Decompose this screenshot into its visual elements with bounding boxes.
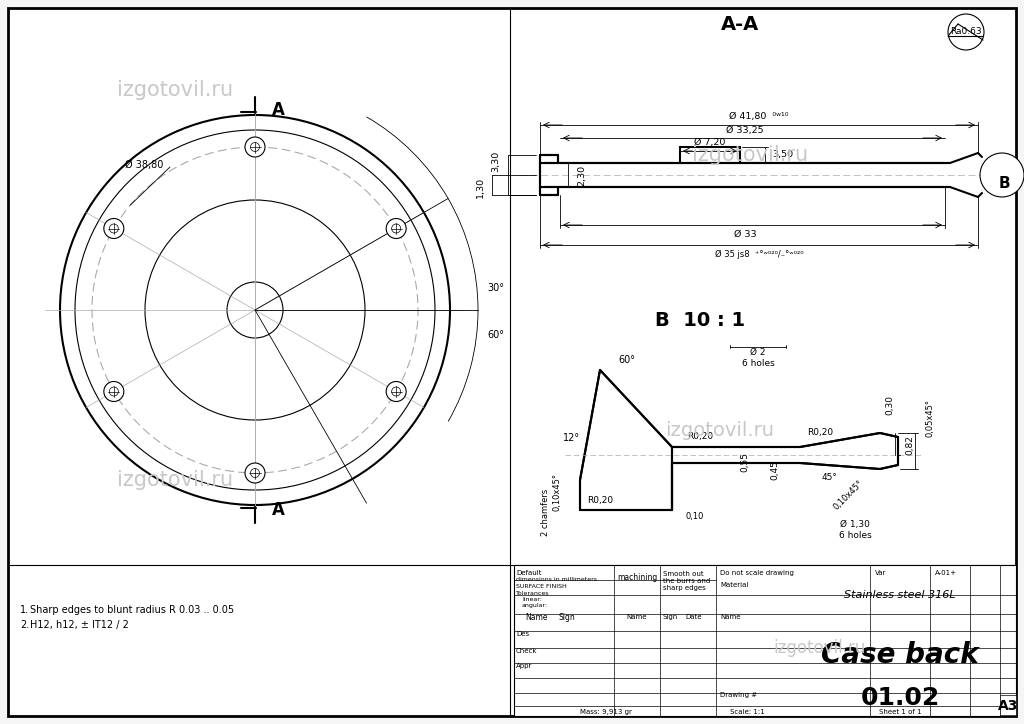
Text: izgotovil.ru: izgotovil.ru <box>774 639 866 657</box>
Text: Material: Material <box>720 582 749 588</box>
Bar <box>514 565 1016 716</box>
Text: Ø 7,20: Ø 7,20 <box>694 138 726 148</box>
Circle shape <box>103 219 124 238</box>
Text: 2,30: 2,30 <box>578 164 587 185</box>
Text: B: B <box>998 175 1010 190</box>
Text: Drawing #: Drawing # <box>720 692 757 698</box>
Text: Sign: Sign <box>559 613 575 621</box>
Polygon shape <box>580 370 672 510</box>
Circle shape <box>103 382 124 402</box>
Text: 0,10: 0,10 <box>686 513 705 521</box>
Bar <box>672 447 800 463</box>
Text: Ø 2: Ø 2 <box>751 348 766 356</box>
Text: 6 holes: 6 holes <box>741 358 774 368</box>
Text: 12°: 12° <box>563 433 581 443</box>
Text: Date: Date <box>686 614 702 620</box>
Text: Des: Des <box>516 631 529 637</box>
Text: 1,30: 1,30 <box>475 177 484 198</box>
Circle shape <box>980 153 1024 197</box>
Text: SURFACE FINISH: SURFACE FINISH <box>516 584 566 589</box>
Text: izgotovil.ru: izgotovil.ru <box>692 145 808 165</box>
Text: Ø 35 js8  ⁺°ʷ⁰²⁰/₋°ʷ⁰²⁰: Ø 35 js8 ⁺°ʷ⁰²⁰/₋°ʷ⁰²⁰ <box>715 249 803 258</box>
Text: izgotovil.ru: izgotovil.ru <box>666 421 774 439</box>
Text: Ø 1,30: Ø 1,30 <box>840 521 870 529</box>
Text: Sign: Sign <box>663 614 678 620</box>
Bar <box>540 187 558 195</box>
Text: 0,55: 0,55 <box>740 452 750 472</box>
Text: dimensions in millimeters: dimensions in millimeters <box>516 577 597 582</box>
Text: linear:: linear: <box>522 597 542 602</box>
Text: H12, h12, ± IT12 / 2: H12, h12, ± IT12 / 2 <box>30 620 129 630</box>
Text: sharp edges: sharp edges <box>663 585 706 591</box>
Text: Name: Name <box>627 614 647 620</box>
Circle shape <box>386 382 407 402</box>
Text: 60°: 60° <box>618 355 636 365</box>
Text: Tolerances: Tolerances <box>516 591 550 596</box>
Text: Appr: Appr <box>516 663 532 669</box>
Text: R0,20: R0,20 <box>807 427 834 437</box>
Text: 3,30: 3,30 <box>492 151 501 172</box>
Text: 45°: 45° <box>822 473 838 482</box>
Text: the burrs and: the burrs and <box>663 578 711 584</box>
Text: Default: Default <box>516 570 542 576</box>
Text: 6 holes: 6 holes <box>839 531 871 541</box>
Text: 0,05x45°: 0,05x45° <box>926 399 935 437</box>
Text: Ø 41,80  ⁰ʷ¹⁰: Ø 41,80 ⁰ʷ¹⁰ <box>729 111 788 120</box>
Text: R0,20: R0,20 <box>587 495 613 505</box>
Text: 0,10x45°: 0,10x45° <box>831 479 864 512</box>
Text: R0,20: R0,20 <box>687 432 713 442</box>
Text: Name: Name <box>525 613 548 621</box>
Text: angular:: angular: <box>522 603 548 608</box>
Text: 3,50: 3,50 <box>772 151 794 159</box>
Text: 0,82: 0,82 <box>905 435 914 455</box>
Text: A3: A3 <box>997 699 1018 713</box>
Text: A-01+: A-01+ <box>935 570 957 576</box>
Text: Case back: Case back <box>821 641 979 669</box>
Text: Mass: 9,913 gr: Mass: 9,913 gr <box>580 709 632 715</box>
Text: Ø 38,80: Ø 38,80 <box>125 160 164 170</box>
Text: 0,30: 0,30 <box>886 395 895 415</box>
Text: Sheet 1 of 1: Sheet 1 of 1 <box>879 709 922 715</box>
Text: Ø 33: Ø 33 <box>733 230 757 238</box>
Text: 30°: 30° <box>487 283 505 293</box>
Text: Var: Var <box>874 570 887 576</box>
Text: 01.02: 01.02 <box>860 686 940 710</box>
Text: 1.: 1. <box>20 605 29 615</box>
Circle shape <box>245 137 265 157</box>
Text: Ø 33,25: Ø 33,25 <box>726 125 764 135</box>
Text: izgotovil.ru: izgotovil.ru <box>117 470 233 490</box>
Text: A: A <box>272 501 285 519</box>
Text: A-A: A-A <box>721 15 759 35</box>
Text: 2.: 2. <box>20 620 30 630</box>
Text: B  10 : 1: B 10 : 1 <box>655 311 745 329</box>
Text: Sharp edges to blunt radius R 0.03 .. 0.05: Sharp edges to blunt radius R 0.03 .. 0.… <box>30 605 234 615</box>
Polygon shape <box>800 433 898 469</box>
Text: Check: Check <box>516 648 538 654</box>
Text: Smooth out: Smooth out <box>663 571 703 577</box>
Circle shape <box>245 463 265 483</box>
Text: Do not scale drawing: Do not scale drawing <box>720 570 794 576</box>
Text: 0,10x45°: 0,10x45° <box>553 473 561 511</box>
Text: A: A <box>272 101 285 119</box>
Text: Ra0.63: Ra0.63 <box>950 28 982 36</box>
Bar <box>1000 695 1016 715</box>
Polygon shape <box>950 153 978 197</box>
Text: 0,45: 0,45 <box>770 460 779 480</box>
Bar <box>540 163 950 187</box>
Circle shape <box>386 219 407 238</box>
Text: Name: Name <box>720 614 740 620</box>
Text: 60°: 60° <box>487 330 505 340</box>
Text: 2 chamfers: 2 chamfers <box>541 489 550 536</box>
Text: machining: machining <box>617 573 657 582</box>
Text: Scale: 1:1: Scale: 1:1 <box>730 709 765 715</box>
Bar <box>540 155 558 163</box>
Text: Stainless steel 316L: Stainless steel 316L <box>844 590 955 600</box>
Text: izgotovil.ru: izgotovil.ru <box>117 80 233 100</box>
